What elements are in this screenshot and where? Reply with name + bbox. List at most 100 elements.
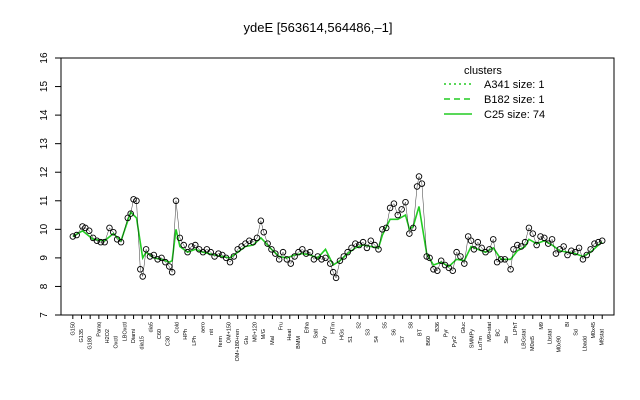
point-connector (416, 176, 420, 187)
y-tick-label: 15 (39, 81, 50, 93)
point-connector (590, 243, 595, 250)
x-tick-label: M9stat (600, 329, 606, 346)
legend-entry-label: C25 size: 74 (484, 109, 545, 121)
point-connector (130, 199, 134, 214)
data-point (541, 234, 548, 242)
point-connector (339, 256, 344, 261)
x-tick-label: M0x45 (591, 322, 597, 339)
point-connector (142, 249, 147, 277)
data-point (537, 233, 544, 240)
y-tick-label: 7 (39, 312, 50, 318)
x-tick-label: LBOxctl (122, 322, 128, 341)
point-connector (330, 263, 334, 273)
point-connector (127, 213, 131, 219)
data-point (583, 251, 591, 259)
point-connector (401, 202, 406, 210)
data-point (257, 217, 265, 225)
data-point (490, 236, 497, 243)
data-point (327, 260, 334, 267)
point-connector (290, 256, 295, 264)
point-connector (214, 253, 219, 257)
data-point (249, 238, 257, 246)
x-tick-label: S8 (409, 322, 415, 329)
y-tick-label: 9 (39, 255, 50, 261)
point-connector (544, 237, 549, 244)
data-point (552, 250, 560, 257)
legend-entry-label: A341 size: 1 (484, 79, 545, 91)
data-point (529, 230, 537, 237)
point-connector (397, 209, 402, 216)
data-point (329, 268, 337, 276)
point-connector (321, 257, 326, 260)
data-point (470, 246, 478, 253)
data-point (486, 246, 493, 253)
point-connector (485, 249, 490, 253)
point-connector (366, 240, 371, 248)
x-tick-label: Bl (565, 322, 571, 327)
point-connector (493, 239, 498, 263)
point-connector (133, 199, 137, 201)
x-tick-label: BT (417, 328, 423, 336)
point-connector (598, 240, 603, 243)
point-connector (294, 252, 299, 257)
point-connector (448, 267, 453, 271)
data-point (390, 200, 398, 207)
point-connector (85, 227, 90, 231)
point-connector (418, 176, 423, 184)
data-point (106, 224, 113, 232)
data-point (306, 248, 314, 256)
data-point (426, 254, 433, 262)
data-point (344, 248, 351, 256)
point-connector (528, 227, 533, 234)
point-connector (524, 227, 530, 243)
data-point (457, 253, 464, 260)
data-point (69, 233, 77, 240)
x-tick-label: BMM (296, 336, 302, 349)
data-point (246, 237, 253, 245)
point-connector (456, 252, 461, 257)
x-tick-label: Diami (131, 329, 137, 343)
data-point (591, 240, 598, 247)
point-connector (252, 237, 258, 243)
data-point (560, 243, 567, 250)
data-point (73, 231, 80, 239)
point-connector (468, 236, 472, 241)
point-connector (175, 200, 181, 238)
data-point (268, 246, 275, 253)
x-tick-label: Mal (270, 336, 276, 345)
data-point (165, 263, 173, 270)
x-tick-label: Gly (322, 336, 328, 345)
point-connector (477, 242, 482, 249)
x-tick-label: G180 (88, 336, 94, 349)
x-tick-label: Sw (504, 336, 510, 344)
point-connector (82, 226, 86, 229)
point-connector (594, 241, 599, 244)
point-connector (202, 249, 207, 253)
point-connector (548, 239, 553, 244)
data-point (142, 246, 150, 253)
point-connector (540, 236, 545, 239)
data-point (434, 267, 441, 274)
point-connector (206, 249, 211, 253)
x-tick-label: B36 (435, 322, 441, 332)
x-tick-label: G135 (79, 329, 85, 342)
point-connector (374, 244, 379, 250)
x-tick-label: M0+120 (253, 322, 259, 342)
x-tick-label: S5 (383, 322, 389, 329)
y-axis: 7 8 9 10 11 12 13 14 15 16 (39, 52, 62, 318)
data-point (264, 240, 271, 247)
data-point (406, 230, 413, 237)
data-point (525, 224, 533, 232)
point-connector (426, 256, 430, 259)
data-point (85, 227, 93, 235)
data-point (287, 260, 295, 267)
point-connector (536, 236, 541, 246)
point-connector (191, 244, 196, 247)
data-point (332, 274, 340, 282)
x-tick-label: dia15 (140, 336, 146, 349)
point-connector (161, 257, 166, 263)
data-point (415, 173, 423, 180)
data-point (150, 251, 158, 259)
x-tick-label: S3 (365, 329, 371, 336)
point-connector (109, 227, 114, 233)
